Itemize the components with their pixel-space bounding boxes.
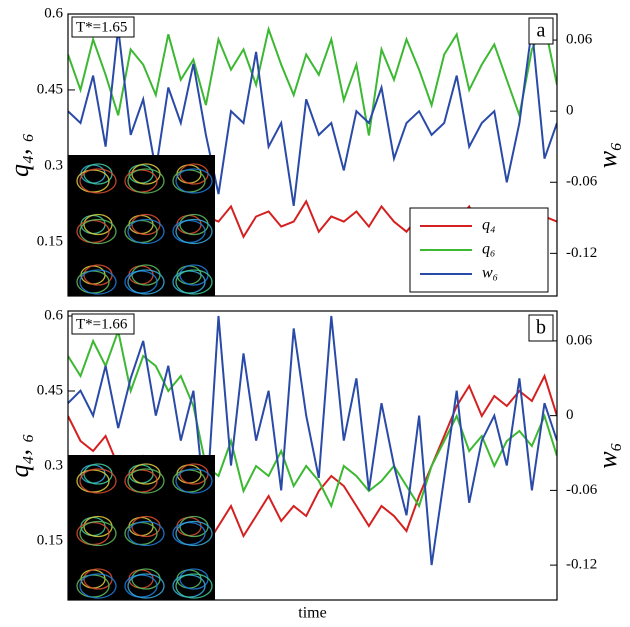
y-tick-label: 0.15 bbox=[37, 532, 63, 548]
y-tick-label: 0.45 bbox=[37, 81, 63, 97]
inset-coil bbox=[79, 168, 117, 194]
y2-tick-label: -0.12 bbox=[566, 245, 597, 261]
y-tick-label: 0.3 bbox=[44, 457, 63, 473]
annotation: T*=1.66 bbox=[76, 316, 128, 332]
y-axis-label: q₄, ₆ bbox=[5, 133, 34, 177]
inset-coil bbox=[79, 269, 117, 295]
y-tick-label: 0.15 bbox=[37, 233, 63, 249]
legend-label: q₄ bbox=[482, 217, 496, 234]
plot-frame bbox=[67, 13, 558, 297]
inset-coil bbox=[127, 269, 165, 295]
inset-coil bbox=[175, 168, 213, 194]
inset-image bbox=[68, 455, 215, 600]
y2-tick-label: -0.06 bbox=[566, 482, 598, 498]
y-tick-label: 0.6 bbox=[44, 307, 63, 323]
y2-tick-label: -0.06 bbox=[566, 174, 598, 190]
inset-image bbox=[68, 155, 215, 296]
annotation: T*=1.65 bbox=[76, 19, 127, 35]
panel-label: a bbox=[537, 20, 546, 42]
panel-label-box bbox=[528, 314, 554, 342]
x-axis-label: time bbox=[298, 605, 326, 622]
panel-label: b bbox=[536, 317, 546, 339]
y-tick-label: 0.3 bbox=[44, 157, 63, 173]
inset-coil bbox=[79, 468, 117, 494]
y-tick-label: 0.45 bbox=[37, 382, 63, 398]
legend-label: q₆ bbox=[482, 241, 496, 258]
series-line bbox=[68, 327, 557, 509]
inset-coil bbox=[127, 468, 165, 494]
inset-coil bbox=[79, 218, 117, 245]
y2-axis-label: w₆ bbox=[593, 142, 622, 168]
panel-label-box bbox=[528, 17, 554, 45]
inset-coil bbox=[175, 269, 213, 295]
annotation-box bbox=[71, 313, 135, 335]
y-tick-label: 0.6 bbox=[44, 5, 63, 21]
annotation-box bbox=[71, 16, 135, 38]
y2-tick-label: 0 bbox=[566, 407, 574, 423]
y2-tick-label: 0 bbox=[566, 103, 574, 119]
series-line bbox=[68, 315, 557, 566]
inset-coil bbox=[79, 573, 117, 599]
inset-coil bbox=[79, 520, 117, 547]
inset-coil bbox=[127, 573, 165, 599]
y2-tick-label: 0.06 bbox=[566, 332, 593, 348]
inset-coil bbox=[175, 520, 213, 547]
inset-coil bbox=[175, 218, 213, 245]
inset-coil bbox=[175, 468, 213, 494]
legend-label: w₆ bbox=[482, 265, 498, 282]
y2-tick-label: -0.12 bbox=[566, 557, 597, 573]
y2-tick-label: 0.06 bbox=[566, 32, 593, 48]
y-axis-label: q₄, ₆ bbox=[5, 433, 34, 477]
inset-coil bbox=[127, 168, 165, 194]
plot-frame bbox=[67, 310, 558, 601]
inset-coil bbox=[175, 573, 213, 599]
series-line bbox=[68, 28, 557, 207]
inset-coil bbox=[127, 218, 165, 245]
inset-coil bbox=[127, 520, 165, 547]
y2-axis-label: w₆ bbox=[593, 442, 622, 468]
series-line bbox=[68, 21, 557, 136]
